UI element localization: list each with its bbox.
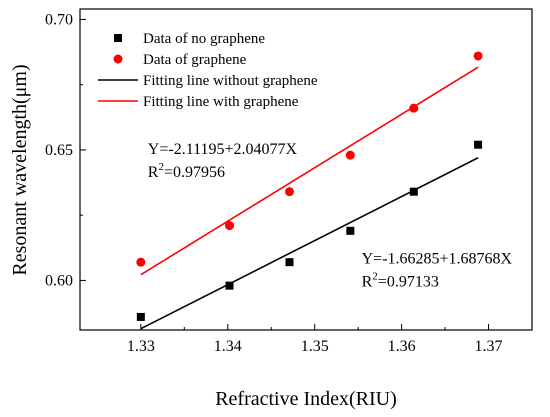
data-point-square xyxy=(409,187,418,196)
data-point-square xyxy=(136,312,145,321)
fit-r-squared: R2=0.97956 xyxy=(148,161,225,181)
data-point-circle xyxy=(136,257,146,267)
y-tick-label: 0.60 xyxy=(45,272,73,289)
legend-label: Fitting line without graphene xyxy=(143,73,318,89)
fit-annotations: Y=-2.11195+2.04077X R2=0.97956 Y=-1.66285+… xyxy=(148,141,513,291)
legend: Data of no graphene Data of graphene Fitti… xyxy=(98,31,318,110)
legend-square-swatch xyxy=(114,34,122,42)
fit-line xyxy=(140,66,479,276)
legend-label: Fitting line with graphene xyxy=(143,94,299,110)
y-tick-label: 0.65 xyxy=(45,142,73,159)
fit-equation: Y=-1.66285+1.68768X xyxy=(362,250,513,267)
y-tick-label: 0.70 xyxy=(45,11,73,28)
legend-label: Data of no graphene xyxy=(143,31,265,47)
legend-circle-swatch xyxy=(113,54,123,64)
data-marks xyxy=(136,51,483,330)
x-tick-label: 1.34 xyxy=(214,338,242,355)
fit-line xyxy=(140,157,479,330)
data-point-circle xyxy=(345,150,355,160)
data-point-square xyxy=(225,281,234,290)
data-point-circle xyxy=(284,187,294,197)
fit-equation: Y=-2.11195+2.04077X xyxy=(148,141,298,158)
x-tick-label: 1.36 xyxy=(388,338,416,355)
fit-r-squared: R2=0.97133 xyxy=(362,270,439,290)
data-point-square xyxy=(474,140,483,149)
x-axis-title: Refractive Index(RIU) xyxy=(215,388,397,410)
x-tick-label: 1.37 xyxy=(475,338,503,355)
y-axis-title: Resonant wavelength(μm) xyxy=(9,64,31,275)
data-point-circle xyxy=(473,51,483,61)
data-point-square xyxy=(285,258,294,267)
x-tick-label: 1.33 xyxy=(127,338,155,355)
legend-label: Data of graphene xyxy=(143,52,247,68)
data-point-square xyxy=(346,226,355,235)
data-point-circle xyxy=(225,221,235,231)
x-tick-label: 1.35 xyxy=(301,338,329,355)
axis-ticks: 1.33 1.34 1.35 1.36 1.37 0.60 0.65 0.70 xyxy=(45,11,503,355)
plot-frame xyxy=(79,8,533,331)
